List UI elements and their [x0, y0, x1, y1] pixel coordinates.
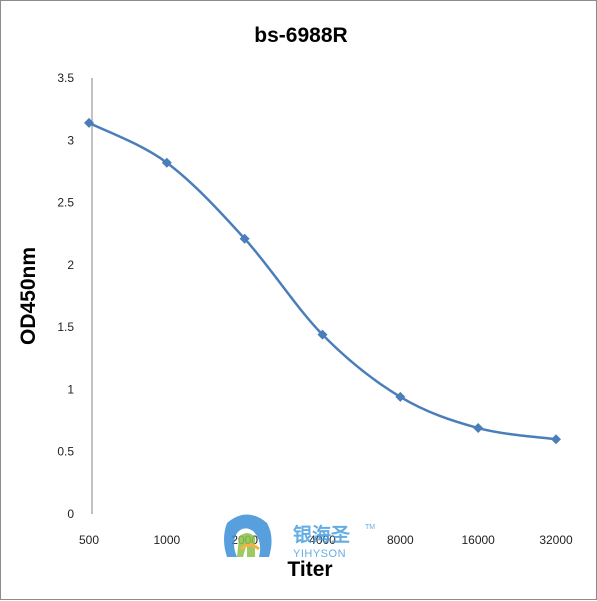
y-tick-label: 0	[67, 507, 74, 521]
data-point-marker	[161, 157, 172, 168]
data-point-marker	[551, 434, 561, 445]
x-axis-label: Titer	[287, 558, 332, 581]
x-tick-label: 4000	[309, 533, 336, 547]
y-tick-label: 2	[67, 258, 74, 272]
watermark-logo: 银海圣 TM YIHYSON	[224, 514, 375, 560]
data-markers	[84, 117, 561, 445]
y-tick-label: 2.5	[57, 196, 74, 210]
data-point-marker	[473, 423, 484, 434]
y-tick-label: 0.5	[57, 445, 74, 459]
watermark-chinese-text: 银海圣	[293, 523, 351, 546]
x-tick-label: 16000	[461, 533, 495, 547]
series-line	[88, 121, 557, 441]
data-point-marker	[84, 117, 94, 128]
x-tick-label: 8000	[387, 533, 414, 547]
data-point-marker	[395, 391, 406, 402]
y-axis-ticks: 0 0.5 1 1.5 2 2.5 3 3.5	[57, 71, 74, 521]
x-tick-label: 1000	[153, 533, 180, 547]
x-tick-label: 500	[79, 533, 99, 547]
data-point-marker	[317, 329, 328, 340]
y-tick-label: 1.5	[57, 320, 74, 334]
chart-title: bs-6988R	[254, 24, 347, 47]
watermark-tm-mark: TM	[365, 524, 375, 531]
y-tick-label: 1	[67, 382, 74, 396]
x-axis-ticks: 50010002000400080001600032000	[79, 533, 573, 547]
yihyson-logo-icon	[224, 514, 272, 557]
y-tick-label: 3	[67, 133, 74, 147]
x-tick-label: 32000	[539, 533, 573, 547]
y-axis-label: OD450nm	[17, 247, 40, 345]
data-point-marker	[239, 233, 250, 244]
watermark-english-text: YIHYSON	[293, 548, 346, 560]
y-tick-label: 3.5	[57, 71, 74, 85]
